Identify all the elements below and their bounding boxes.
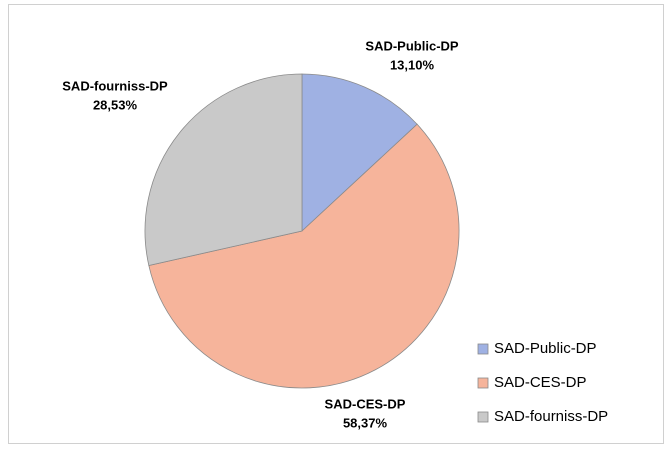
slice-category-label: SAD-Public-DP (365, 38, 459, 53)
slice-value-label: 13,10% (390, 57, 435, 72)
pie-slice (144, 73, 303, 267)
legend-label: SAD-fourniss-DP (494, 408, 608, 425)
slice-value-label: 58,37% (343, 415, 388, 430)
pie-slice (148, 123, 460, 389)
legend-label: SAD-CES-DP (494, 374, 587, 391)
slice-value-label: 28,53% (93, 97, 138, 112)
slice-category-label: SAD-fourniss-DP (62, 78, 168, 93)
legend-swatch (477, 377, 489, 389)
pie-slice (301, 73, 418, 232)
legend-swatch (477, 343, 489, 355)
legend-label: SAD-Public-DP (494, 340, 597, 357)
slice-category-label: SAD-CES-DP (325, 396, 406, 411)
legend-swatch (477, 411, 489, 423)
